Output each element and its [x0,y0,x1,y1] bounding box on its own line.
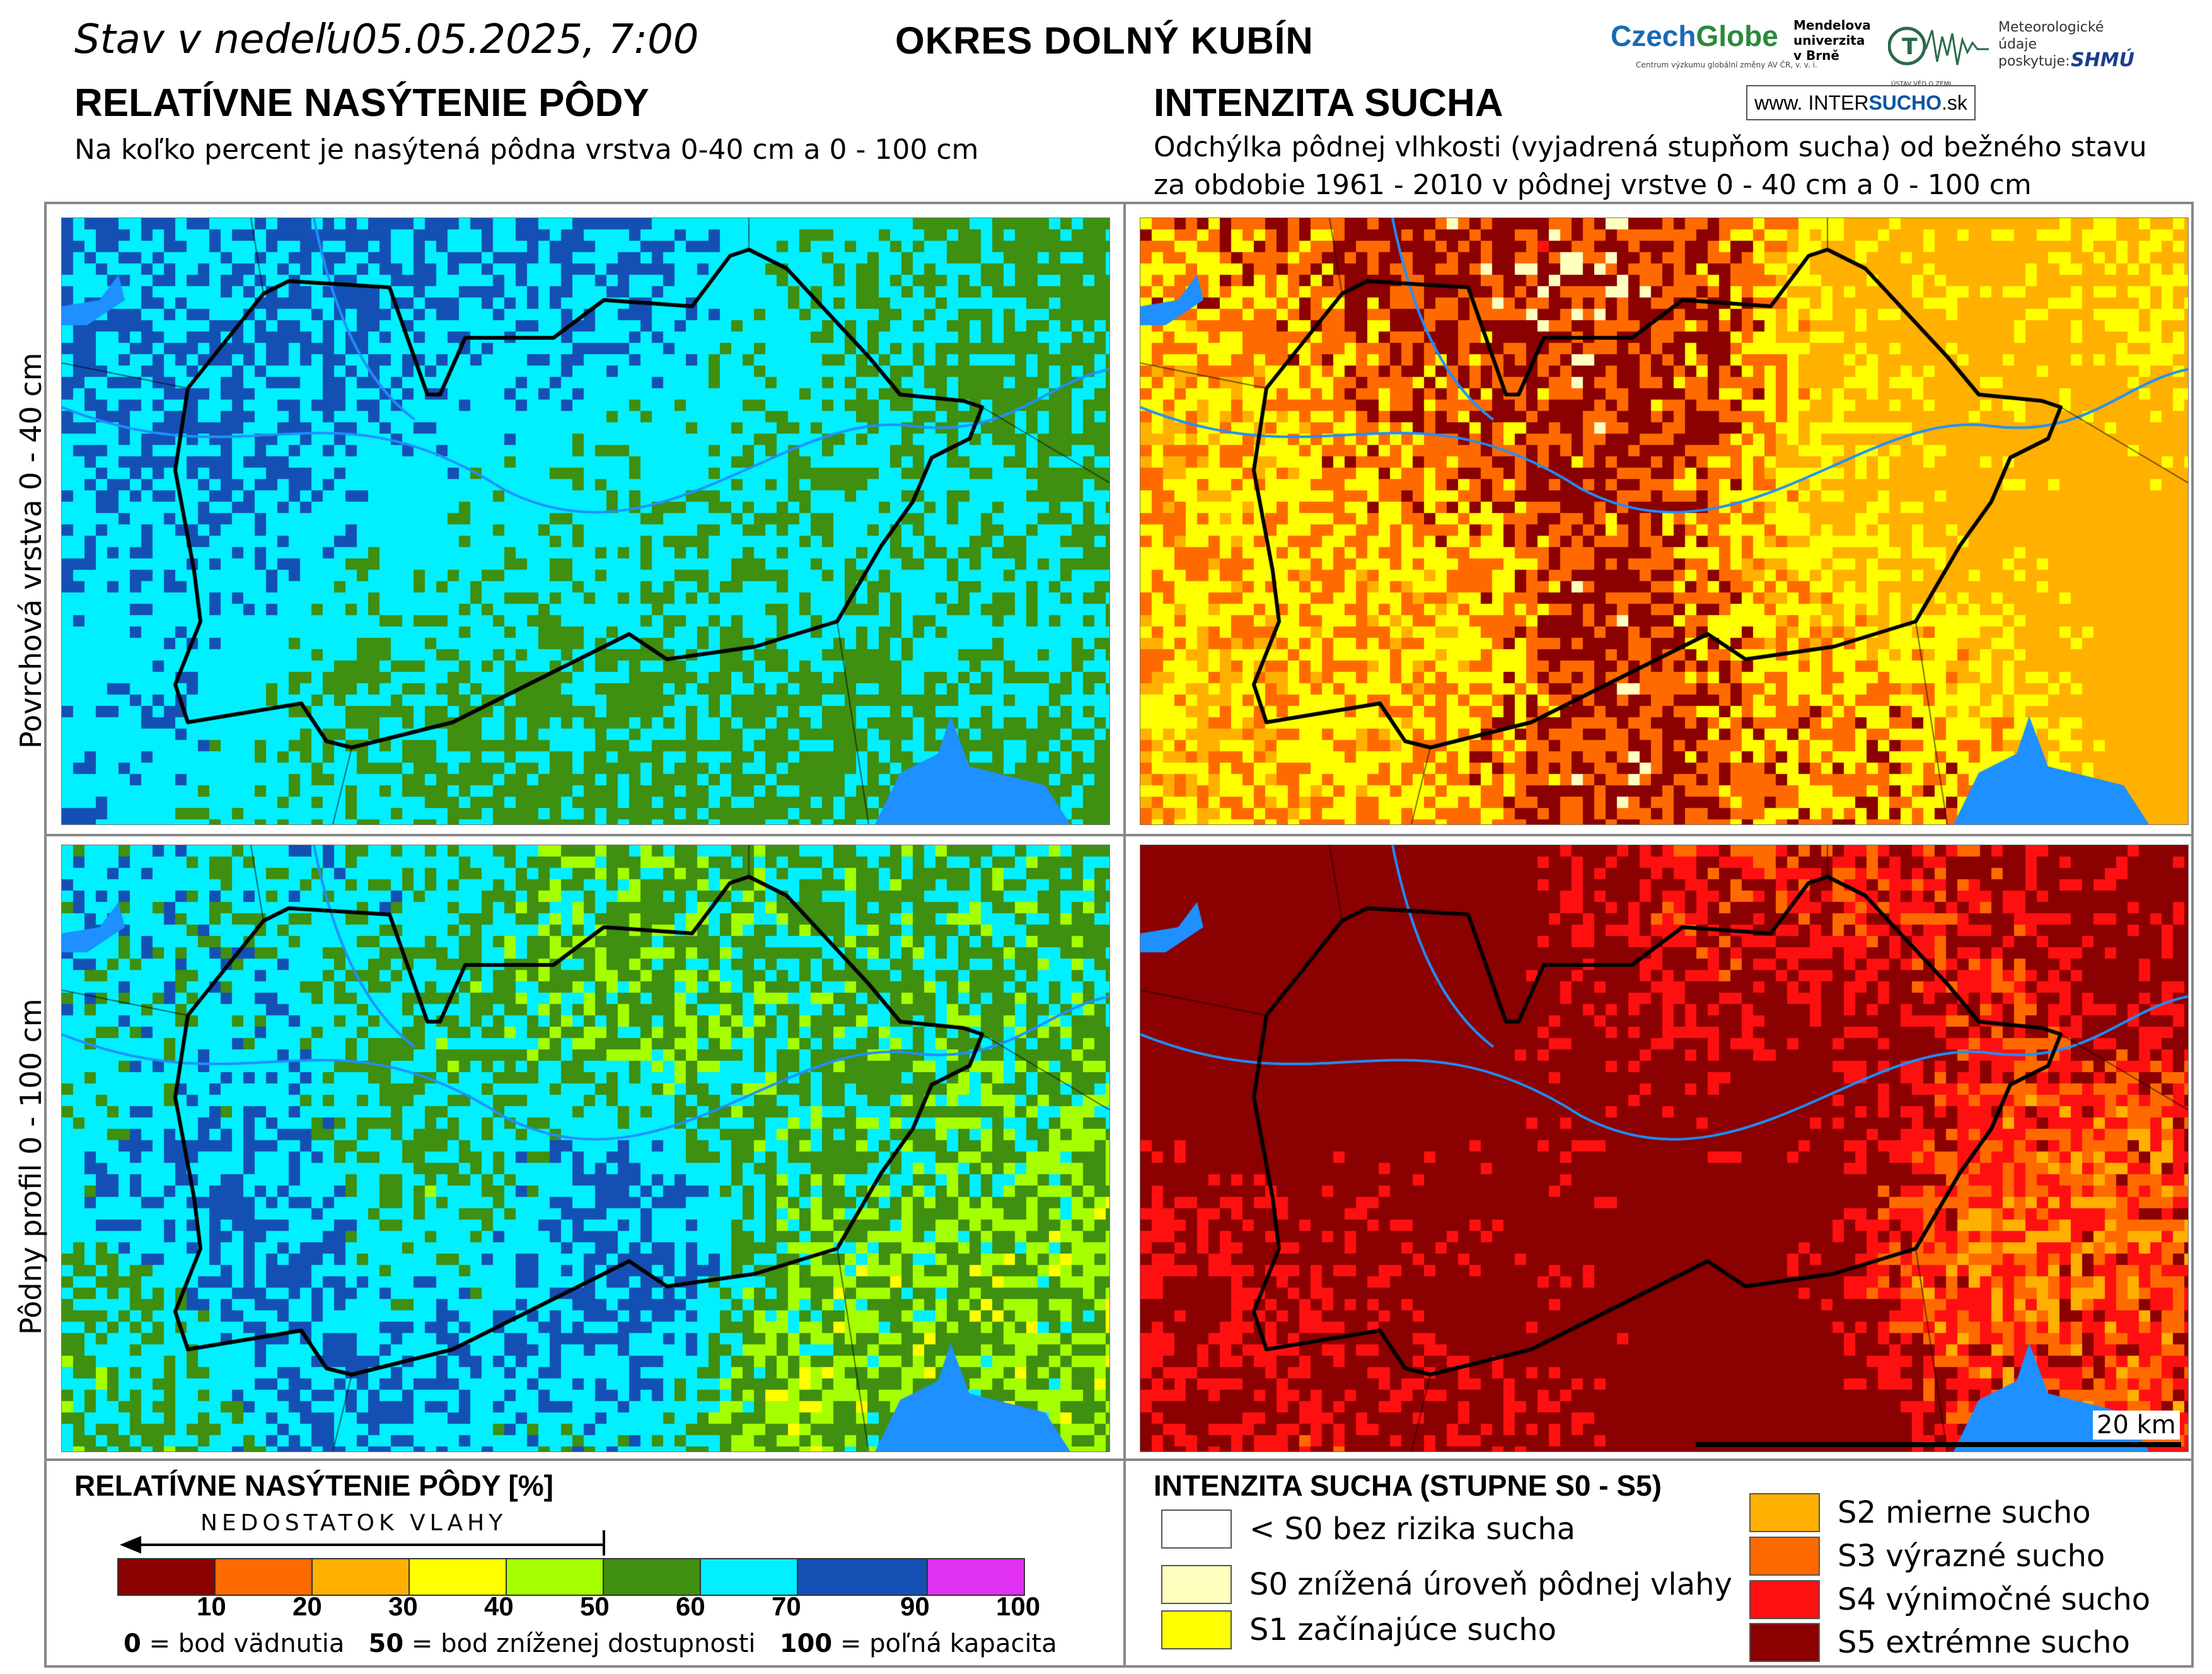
legend-label: S0 znížená úroveň pôdnej vlahy [1249,1567,1732,1602]
colorbar-tick-label: 10 [197,1591,226,1621]
colorbar-segment [408,1559,506,1595]
drought-legend-item: < S0 bez rizika sucha [1161,1509,1575,1549]
uvz-subtitle: ÚSTAV VĚD O ZEMI [1891,81,1952,88]
left-title: RELATÍVNE NASÝTENIE PÔDY [74,81,649,125]
scale-bar-label: 20 km [2093,1411,2180,1440]
moisture-deficit-label: NEDOSTATOK VLAHY [200,1510,507,1536]
uvz-logo-icon: T [1888,26,1989,66]
map-canvas [1140,845,2188,1452]
right-subtitle-line-2: za obdobie 1961 - 2010 v pôdnej vrstve 0… [1154,169,2032,201]
date-line: Stav v nedeľu05.05.2025, 7:00 [74,16,699,63]
map-drought-topsoil[interactable] [1140,217,2189,825]
drought-legend-item: S3 výrazné sucho [1749,1537,2105,1576]
right-subtitle-line-1: Odchýlka pôdnej vlhkosti (vyjadrená stup… [1154,131,2147,163]
colorbar-segment [797,1559,927,1595]
legend-swatch [1749,1623,1820,1662]
colorbar-segment [119,1559,214,1595]
colorbar-tick-label: 20 [292,1591,322,1621]
right-title: INTENZITA SUCHA [1154,81,1503,125]
saturation-legend-footnote: 0 = bod vädnutia 50 = bod zníženej dostu… [124,1629,1057,1658]
czechglobe-subtitle: Centrum výzkumu globální změny AV ČR, v.… [1636,61,1817,69]
drought-legend-title: INTENZITA SUCHA (STUPNE S0 - S5) [1154,1469,1662,1502]
left-subtitle: Na koľko percent je nasýtená pôdna vrstv… [74,134,979,166]
panel-divider-legend [44,1458,2194,1461]
legend-label: S1 začínajúce sucho [1249,1612,1556,1648]
colorbar-tick-label: 30 [388,1591,418,1621]
mendel-logo: Mendelova univerzita v Brně [1793,18,1871,63]
drought-legend-item: S1 začínajúce sucho [1161,1610,1556,1649]
legend-swatch [1161,1509,1232,1549]
row-label-top: Povrchová vrstva 0 - 40 cm [14,352,48,749]
legend-swatch [1161,1610,1232,1649]
partner-logos: CzechGlobe Centrum výzkumu globální změn… [1611,11,2140,118]
legend-swatch [1161,1565,1232,1604]
shmu-logo: SHMÚ [2071,49,2134,71]
colorbar-tick-label: 60 [676,1591,705,1621]
drought-legend-item: S0 znížená úroveň pôdnej vlahy [1161,1565,1732,1604]
colorbar-tick-label: 50 [580,1591,610,1621]
map-canvas [1140,218,2188,824]
deficit-arrow-line [132,1544,605,1546]
arrow-left-icon [120,1536,141,1554]
colorbar-segment [603,1559,700,1595]
map-canvas [62,218,1109,824]
panel-frame [44,202,2194,1668]
legend-swatch [1749,1580,1820,1619]
colorbar-tick-label: 70 [772,1591,801,1621]
intersucho-link[interactable]: www. INTERSUCHO.sk [1746,85,1976,120]
colorbar-segment [311,1559,408,1595]
district-title: OKRES DOLNÝ KUBÍN [895,20,1314,62]
colorbar-tick-label: 40 [484,1591,514,1621]
colorbar-segment [214,1559,311,1595]
row-label-bottom: Pôdny profil 0 - 100 cm [14,998,48,1335]
legend-label: S4 výnimočné sucho [1838,1582,2151,1617]
legend-label: S3 výrazné sucho [1838,1538,2105,1574]
map-drought-profile[interactable] [1140,845,2189,1452]
legend-swatch [1749,1493,1820,1532]
colorbar-tick-label: 100 [996,1591,1041,1621]
legend-swatch [1749,1537,1820,1576]
legend-label: < S0 bez rizika sucha [1249,1511,1576,1547]
legend-label: S5 extrémne sucho [1838,1625,2130,1660]
legend-label: S2 mierne sucho [1838,1495,2091,1530]
deficit-arrow-tick [603,1530,605,1556]
map-canvas [62,845,1109,1452]
czechglobe-logo: CzechGlobe [1611,20,1778,52]
colorbar-segment [700,1559,797,1595]
meteo-provider-text: Meteorologické údaje poskytuje: [1998,20,2104,69]
drought-legend-item: S4 výnimočné sucho [1749,1580,2150,1619]
map-saturation-profile[interactable] [61,845,1110,1452]
drought-legend-item: S2 mierne sucho [1749,1493,2091,1532]
drought-legend-item: S5 extrémne sucho [1749,1623,2130,1662]
colorbar-segment [927,1559,1024,1595]
scale-bar [1696,1442,2181,1447]
map-saturation-topsoil[interactable] [61,217,1110,825]
svg-text:T: T [1902,34,1918,60]
colorbar-tick-label: 90 [900,1591,930,1621]
colorbar-segment [506,1559,603,1595]
saturation-legend-title: RELATÍVNE NASÝTENIE PÔDY [%] [74,1469,553,1502]
saturation-colorbar [117,1558,1025,1596]
panel-divider-vertical [1123,202,1126,1668]
panel-divider-middle [44,834,2194,836]
right-subtitle: Odchýlka pôdnej vlhkosti (vyjadrená stup… [1154,129,2147,204]
